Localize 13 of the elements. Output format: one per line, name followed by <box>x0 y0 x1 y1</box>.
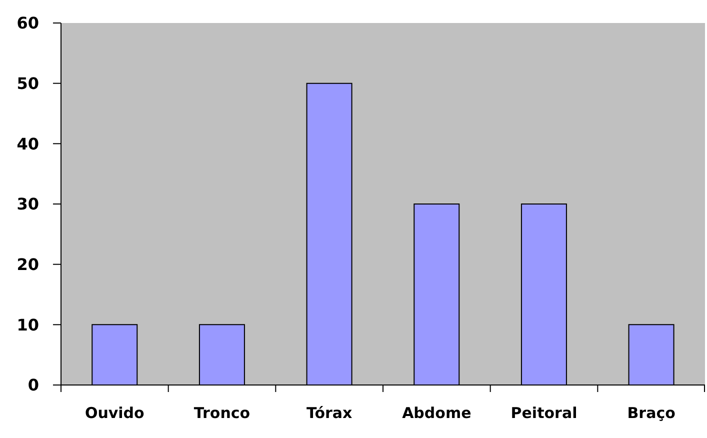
y-tick-label: 10 <box>16 315 39 334</box>
y-tick-label: 60 <box>16 14 39 33</box>
y-tick-label: 20 <box>16 255 39 274</box>
y-tick-label: 0 <box>28 376 39 395</box>
y-tick-label: 40 <box>16 134 39 154</box>
x-tick-label: Abdome <box>402 404 472 422</box>
y-tick-label: 50 <box>16 74 39 94</box>
x-tick-label: Tronco <box>194 404 250 422</box>
x-tick-label: Ouvido <box>84 404 144 422</box>
y-tick-label: 30 <box>16 194 39 214</box>
x-tick-label: Tórax <box>306 404 353 422</box>
x-tick-label: Peitoral <box>510 404 578 422</box>
x-tick-label: Braço <box>627 404 676 422</box>
